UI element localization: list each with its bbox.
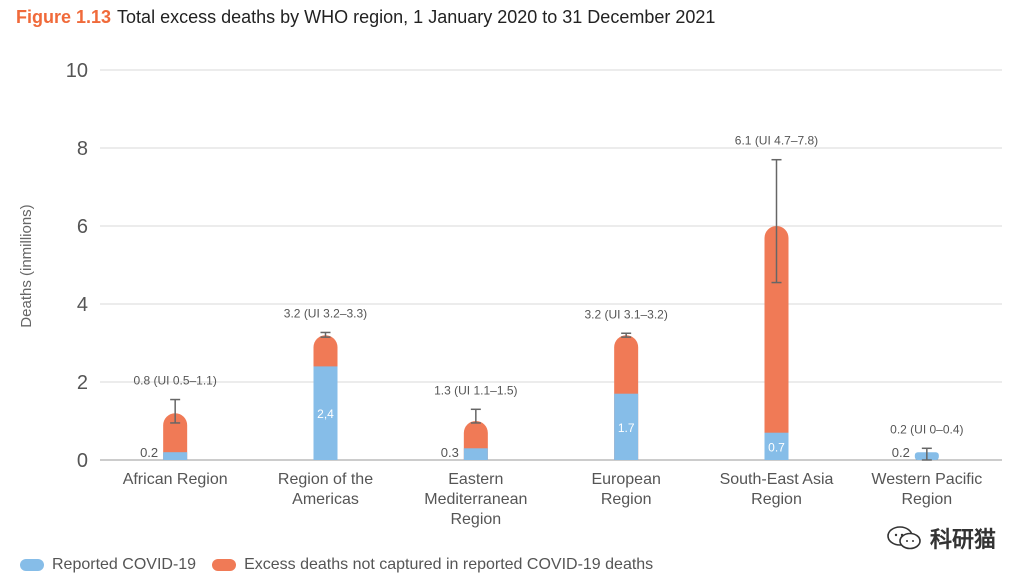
reported-bar: [764, 432, 789, 460]
x-category-label: Region: [450, 511, 501, 528]
x-category-label: Mediterranean: [424, 491, 527, 508]
excess-deaths-chart: 0 2 4 6 8 10 Deaths (inmillions) 0.2 0.8 (UI 0.5…: [18, 60, 1002, 528]
y-tick-label: 2: [77, 372, 88, 394]
x-category-label: Region of the: [278, 471, 373, 488]
total-value-label: 0.8 (UI 0.5–1.1): [133, 374, 216, 388]
reported-value-label: 0.2: [892, 445, 910, 460]
y-tick-label: 10: [66, 60, 88, 82]
y-tick-label: 0: [77, 450, 88, 472]
legend-swatch-excess: [212, 559, 237, 571]
excess-bar: [764, 226, 789, 460]
reported-value-label: 0.3: [441, 445, 459, 460]
reported-value-label: 2,4: [317, 407, 334, 421]
y-tick-label: 8: [77, 138, 88, 160]
watermark-text: 科研猫: [929, 527, 996, 552]
reported-value-label: 1.7: [618, 421, 635, 435]
x-category-label: Region: [601, 491, 652, 508]
x-category-label: Eastern: [448, 471, 503, 488]
x-category-label: Americas: [292, 491, 359, 508]
x-category-label: Western Pacific: [871, 471, 982, 488]
reported-bar: [163, 452, 188, 460]
watermark: 科研猫: [886, 522, 996, 554]
excess-bar: [163, 413, 188, 460]
y-tick-label: 4: [77, 294, 88, 316]
reported-value-label: 0.7: [768, 440, 785, 454]
chart-title: Figure 1.13 Total excess deaths by WHO re…: [16, 7, 715, 28]
title-text: Total excess deaths by WHO region, 1 Jan…: [117, 7, 716, 27]
total-value-label: 0.2 (UI 0–0.4): [890, 422, 963, 436]
reported-value-label: 0.2: [140, 445, 158, 460]
legend-label-excess: Excess deaths not captured in reported C…: [244, 556, 654, 573]
legend: Reported COVID-19 Excess deaths not capt…: [20, 556, 669, 574]
total-value-label: 1.3 (UI 1.1–1.5): [434, 383, 517, 397]
reported-bar: [313, 366, 338, 460]
x-category-label: European: [591, 471, 660, 488]
total-value-label: 3.2 (UI 3.2–3.3): [284, 306, 367, 320]
x-category-label: Region: [751, 491, 802, 508]
y-tick-label: 6: [77, 216, 88, 238]
legend-swatch-reported: [20, 559, 44, 571]
x-category-label: Region: [901, 491, 952, 508]
x-category-label: African Region: [123, 471, 228, 488]
y-axis-label: Deaths (inmillions): [18, 204, 35, 327]
figure-label: Figure 1.13: [16, 7, 112, 27]
reported-bar: [614, 393, 639, 460]
chat-bubble-icon: [887, 526, 921, 550]
legend-item-excess: Excess deaths not captured in reported C…: [212, 556, 653, 574]
legend-item-reported: Reported COVID-19: [20, 556, 196, 574]
legend-label-reported: Reported COVID-19: [52, 556, 197, 573]
total-value-label: 6.1 (UI 4.7–7.8): [735, 134, 818, 148]
reported-bar: [463, 448, 488, 460]
x-category-label: South-East Asia: [720, 471, 834, 488]
total-value-label: 3.2 (UI 3.1–3.2): [584, 307, 667, 321]
